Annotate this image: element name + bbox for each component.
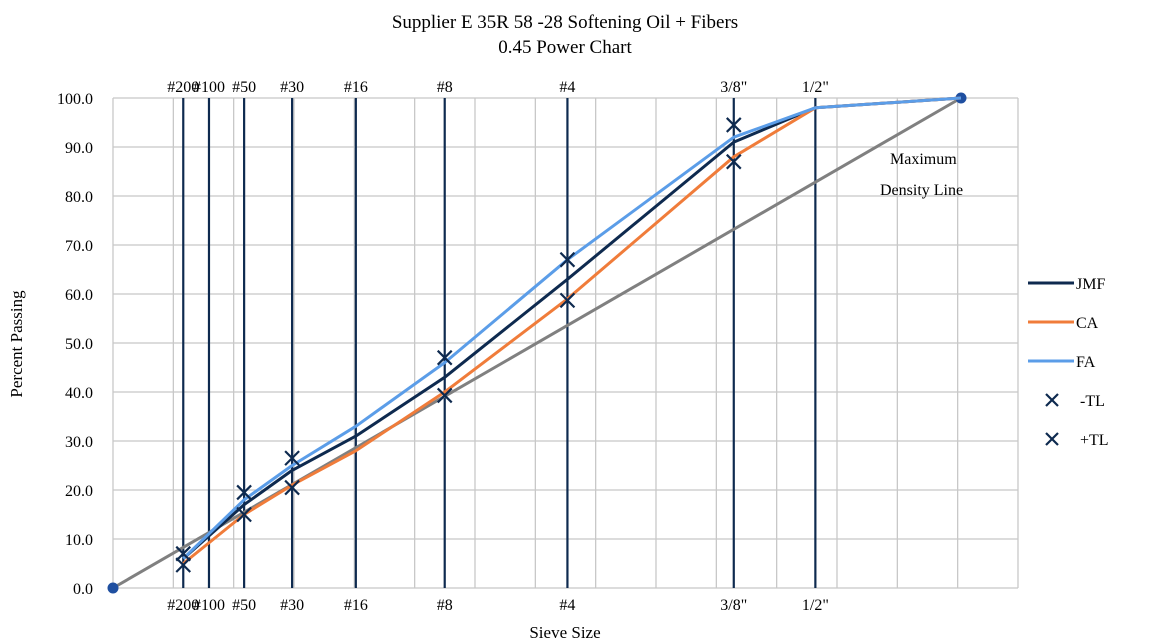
sieve-label-bottom: #8 [437,597,453,614]
y-tick-label: 20.0 [65,483,93,500]
y-tick-label: 30.0 [65,434,93,451]
tl-marker [236,484,252,501]
tl-marker [284,479,300,496]
sieve-lines [182,98,817,588]
sieve-label-bottom: #100 [193,597,225,614]
legend-label: JMF [1076,276,1105,293]
series-line-fa [182,96,962,560]
legend-item-tl: +TL [1045,432,1109,449]
y-tick-label: 70.0 [65,238,93,255]
tl-marker [436,387,453,404]
tl-marker [236,506,252,523]
sieve-label-bottom: #16 [344,597,368,614]
legend-item-ca: CA [1028,315,1099,332]
y-tick-label: 40.0 [65,385,93,402]
y-tick-label: 10.0 [65,532,93,549]
tl-marker-stroke [436,349,453,366]
tl-marker-stroke [236,506,252,523]
tl-marker [725,153,742,170]
sieve-label-bottom: 1/2" [802,597,829,614]
sieve-label-top: #100 [193,79,225,96]
y-tick-label: 60.0 [65,287,93,304]
tl-marker [175,557,192,573]
tl-marker-stroke [284,450,300,466]
tl-marker [175,545,192,562]
legend-item-jmf: JMF [1028,276,1105,293]
sieve-label-bottom: 3/8" [720,597,747,614]
origin-point [107,582,119,594]
tl-marker-stroke [175,557,192,573]
tl-marker-stroke [559,251,576,268]
legend-label: CA [1076,315,1099,332]
legend-label: FA [1076,354,1096,371]
sieve-label-bottom: #50 [232,597,256,614]
x-axis-label: Sieve Size [529,623,600,642]
sieve-label-top: #30 [280,79,304,96]
series-lines [182,96,962,565]
sieve-labels: #200#200#100#100#50#50#30#30#16#16#8#8#4… [167,79,829,614]
tl-marker-stroke [725,117,742,133]
sieve-label-top: 1/2" [802,79,829,96]
legend-swatch [1045,393,1059,407]
sieve-label-top: #4 [559,79,575,96]
y-tick-label: 90.0 [65,140,93,157]
sieve-label-top: #8 [437,79,453,96]
y-tick-label: 80.0 [65,189,93,206]
series-line-jmf [182,96,962,560]
gridlines [112,97,1019,589]
tl-marker-stroke [284,479,300,496]
tl-marker-stroke [725,153,742,170]
legend-label: -TL [1080,393,1105,410]
sieve-label-top: #200 [167,79,199,96]
tl-marker [284,450,300,466]
sieve-label-top: #50 [232,79,256,96]
legend-swatch [1045,432,1059,446]
tl-marker-stroke [236,484,252,501]
tl-marker-stroke [175,545,192,562]
sieve-label-bottom: #4 [559,597,575,614]
y-axis-ticks: 0.0 10.0 20.0 30.0 40.0 50.0 60.0 70.0 80.0 90.0 1… [57,91,93,598]
tl-marker [559,251,576,268]
tl-marker [436,349,453,366]
mdl-annotation-line2: Density Line [880,182,963,199]
mdl-annotation-line1: Maximum [890,151,957,168]
tl-marker-stroke [436,387,453,404]
sieve-label-bottom: #200 [167,597,199,614]
legend-item-tl: -TL [1045,393,1105,410]
tl-marker-stroke [559,292,576,309]
tolerance-markers [175,117,742,573]
sieve-label-top: #16 [344,79,368,96]
sieve-label-top: 3/8" [720,79,747,96]
chart-title: Supplier E 35R 58 -28 Softening Oil + Fi… [392,12,738,33]
y-tick-label: 0.0 [73,581,93,598]
y-tick-label: 50.0 [65,336,93,353]
legend: JMF CA FA -TL +TL [1028,276,1109,449]
y-axis-label: Percent Passing [7,290,26,398]
y-tick-label: 100.0 [57,91,93,108]
max-density-line-path [112,96,962,590]
tl-marker [725,117,742,133]
legend-item-fa: FA [1028,354,1096,371]
legend-label: +TL [1080,432,1109,449]
chart-subtitle: 0.45 Power Chart [498,37,632,58]
sieve-label-bottom: #30 [280,597,304,614]
series-line-ca [182,96,962,565]
tl-marker [559,292,576,309]
